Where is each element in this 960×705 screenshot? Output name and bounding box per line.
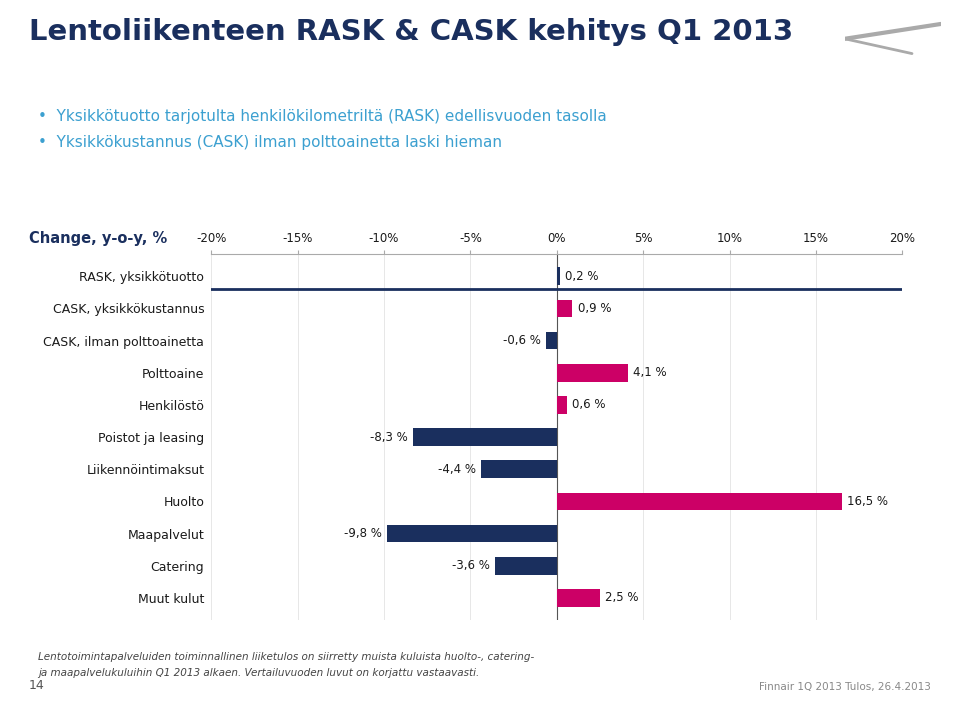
Text: •  Yksikkötuotto tarjotulta henkilökilometriltä (RASK) edellisvuoden tasolla: • Yksikkötuotto tarjotulta henkilökilome… <box>38 109 607 124</box>
Text: 0,2 %: 0,2 % <box>565 270 599 283</box>
Text: Lentotoimintapalveluiden toiminnallinen liiketulos on siirretty muista kuluista : Lentotoimintapalveluiden toiminnallinen … <box>38 652 535 662</box>
Text: -8,3 %: -8,3 % <box>371 431 408 443</box>
Bar <box>557 300 572 317</box>
Text: Change, y-o-y, %: Change, y-o-y, % <box>29 231 167 246</box>
Bar <box>494 557 557 575</box>
Bar <box>557 364 628 381</box>
Bar <box>557 396 567 414</box>
Text: -3,6 %: -3,6 % <box>451 559 490 572</box>
Text: 2,5 %: 2,5 % <box>605 591 638 604</box>
Bar <box>388 525 557 542</box>
Bar <box>414 428 557 446</box>
Text: ja maapalvelukuluihin Q1 2013 alkaen. Vertailuvuoden luvut on korjattu vastaavas: ja maapalvelukuluihin Q1 2013 alkaen. Ve… <box>38 668 480 678</box>
Text: -9,8 %: -9,8 % <box>345 527 382 540</box>
Text: Lentoliikenteen RASK & CASK kehitys Q1 2013: Lentoliikenteen RASK & CASK kehitys Q1 2… <box>29 18 793 46</box>
Text: 4,1 %: 4,1 % <box>633 367 666 379</box>
Text: -0,6 %: -0,6 % <box>503 334 541 347</box>
Bar <box>557 589 600 607</box>
Text: 14: 14 <box>29 680 44 692</box>
Bar <box>557 267 561 285</box>
Text: 0,9 %: 0,9 % <box>578 302 611 315</box>
Text: Finnair 1Q 2013 Tulos, 26.4.2013: Finnair 1Q 2013 Tulos, 26.4.2013 <box>759 682 931 692</box>
Bar <box>481 460 557 478</box>
Bar <box>546 332 557 350</box>
Text: •  Yksikkökustannus (CASK) ilman polttoainetta laski hieman: • Yksikkökustannus (CASK) ilman polttoai… <box>38 135 502 150</box>
Text: 16,5 %: 16,5 % <box>847 495 888 508</box>
Text: -4,4 %: -4,4 % <box>438 462 475 476</box>
Bar <box>557 493 842 510</box>
Text: 0,6 %: 0,6 % <box>572 398 606 412</box>
